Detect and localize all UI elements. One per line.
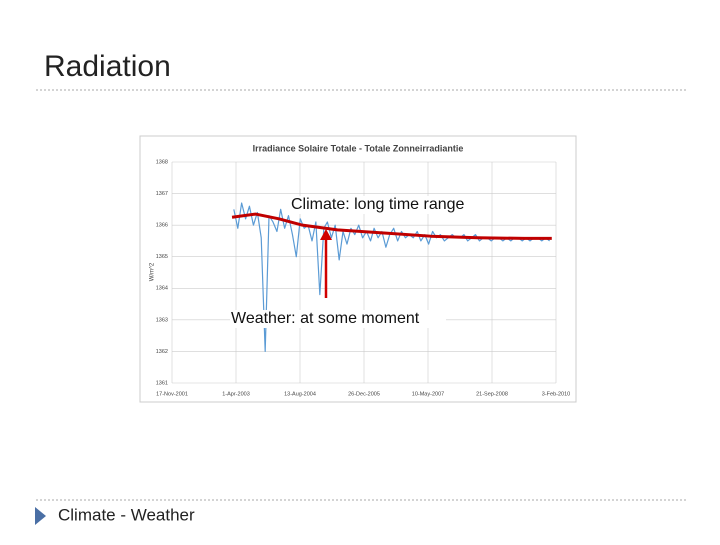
slide-title: Radiation bbox=[44, 50, 171, 83]
annotations: Climate: long time range Weather: at som… bbox=[230, 196, 488, 328]
y-tick-label: 1367 bbox=[156, 191, 168, 197]
x-tick-label: 10-May-2007 bbox=[412, 391, 444, 397]
x-tick-label: 17-Nov-2001 bbox=[156, 391, 188, 397]
series-line bbox=[231, 212, 552, 240]
annotation-bg bbox=[230, 310, 446, 328]
x-tick-label: 1-Apr-2003 bbox=[222, 391, 250, 397]
x-tick-label: 3-Feb-2010 bbox=[542, 391, 570, 397]
annotation: Climate: long time range bbox=[291, 196, 465, 213]
annotation: Weather: at some moment bbox=[231, 310, 420, 327]
annotation-bg bbox=[290, 196, 488, 214]
y-tick-label: 1363 bbox=[156, 317, 168, 323]
chart-frame bbox=[139, 135, 577, 403]
footer-bullet bbox=[35, 507, 46, 525]
x-tick-label: 26-Dec-2005 bbox=[348, 391, 380, 397]
x-tick-label: 13-Aug-2004 bbox=[284, 391, 316, 397]
y-tick-label: 1368 bbox=[156, 159, 168, 165]
chart-title: Irradiance Solaire Totale - Totale Zonne… bbox=[253, 143, 464, 153]
y-tick-label: 1364 bbox=[156, 286, 168, 292]
footer-text: Climate - Weather bbox=[58, 505, 195, 524]
y-tick-label: 1362 bbox=[156, 349, 168, 355]
arrow-head bbox=[320, 229, 332, 240]
y-tick-label: 1365 bbox=[156, 254, 168, 260]
y-tick-label: 1366 bbox=[156, 223, 168, 229]
y-axis-label: W/m^2 bbox=[150, 262, 156, 281]
x-tick-label: 21-Sep-2008 bbox=[476, 391, 508, 397]
y-tick-label: 1361 bbox=[156, 380, 168, 386]
